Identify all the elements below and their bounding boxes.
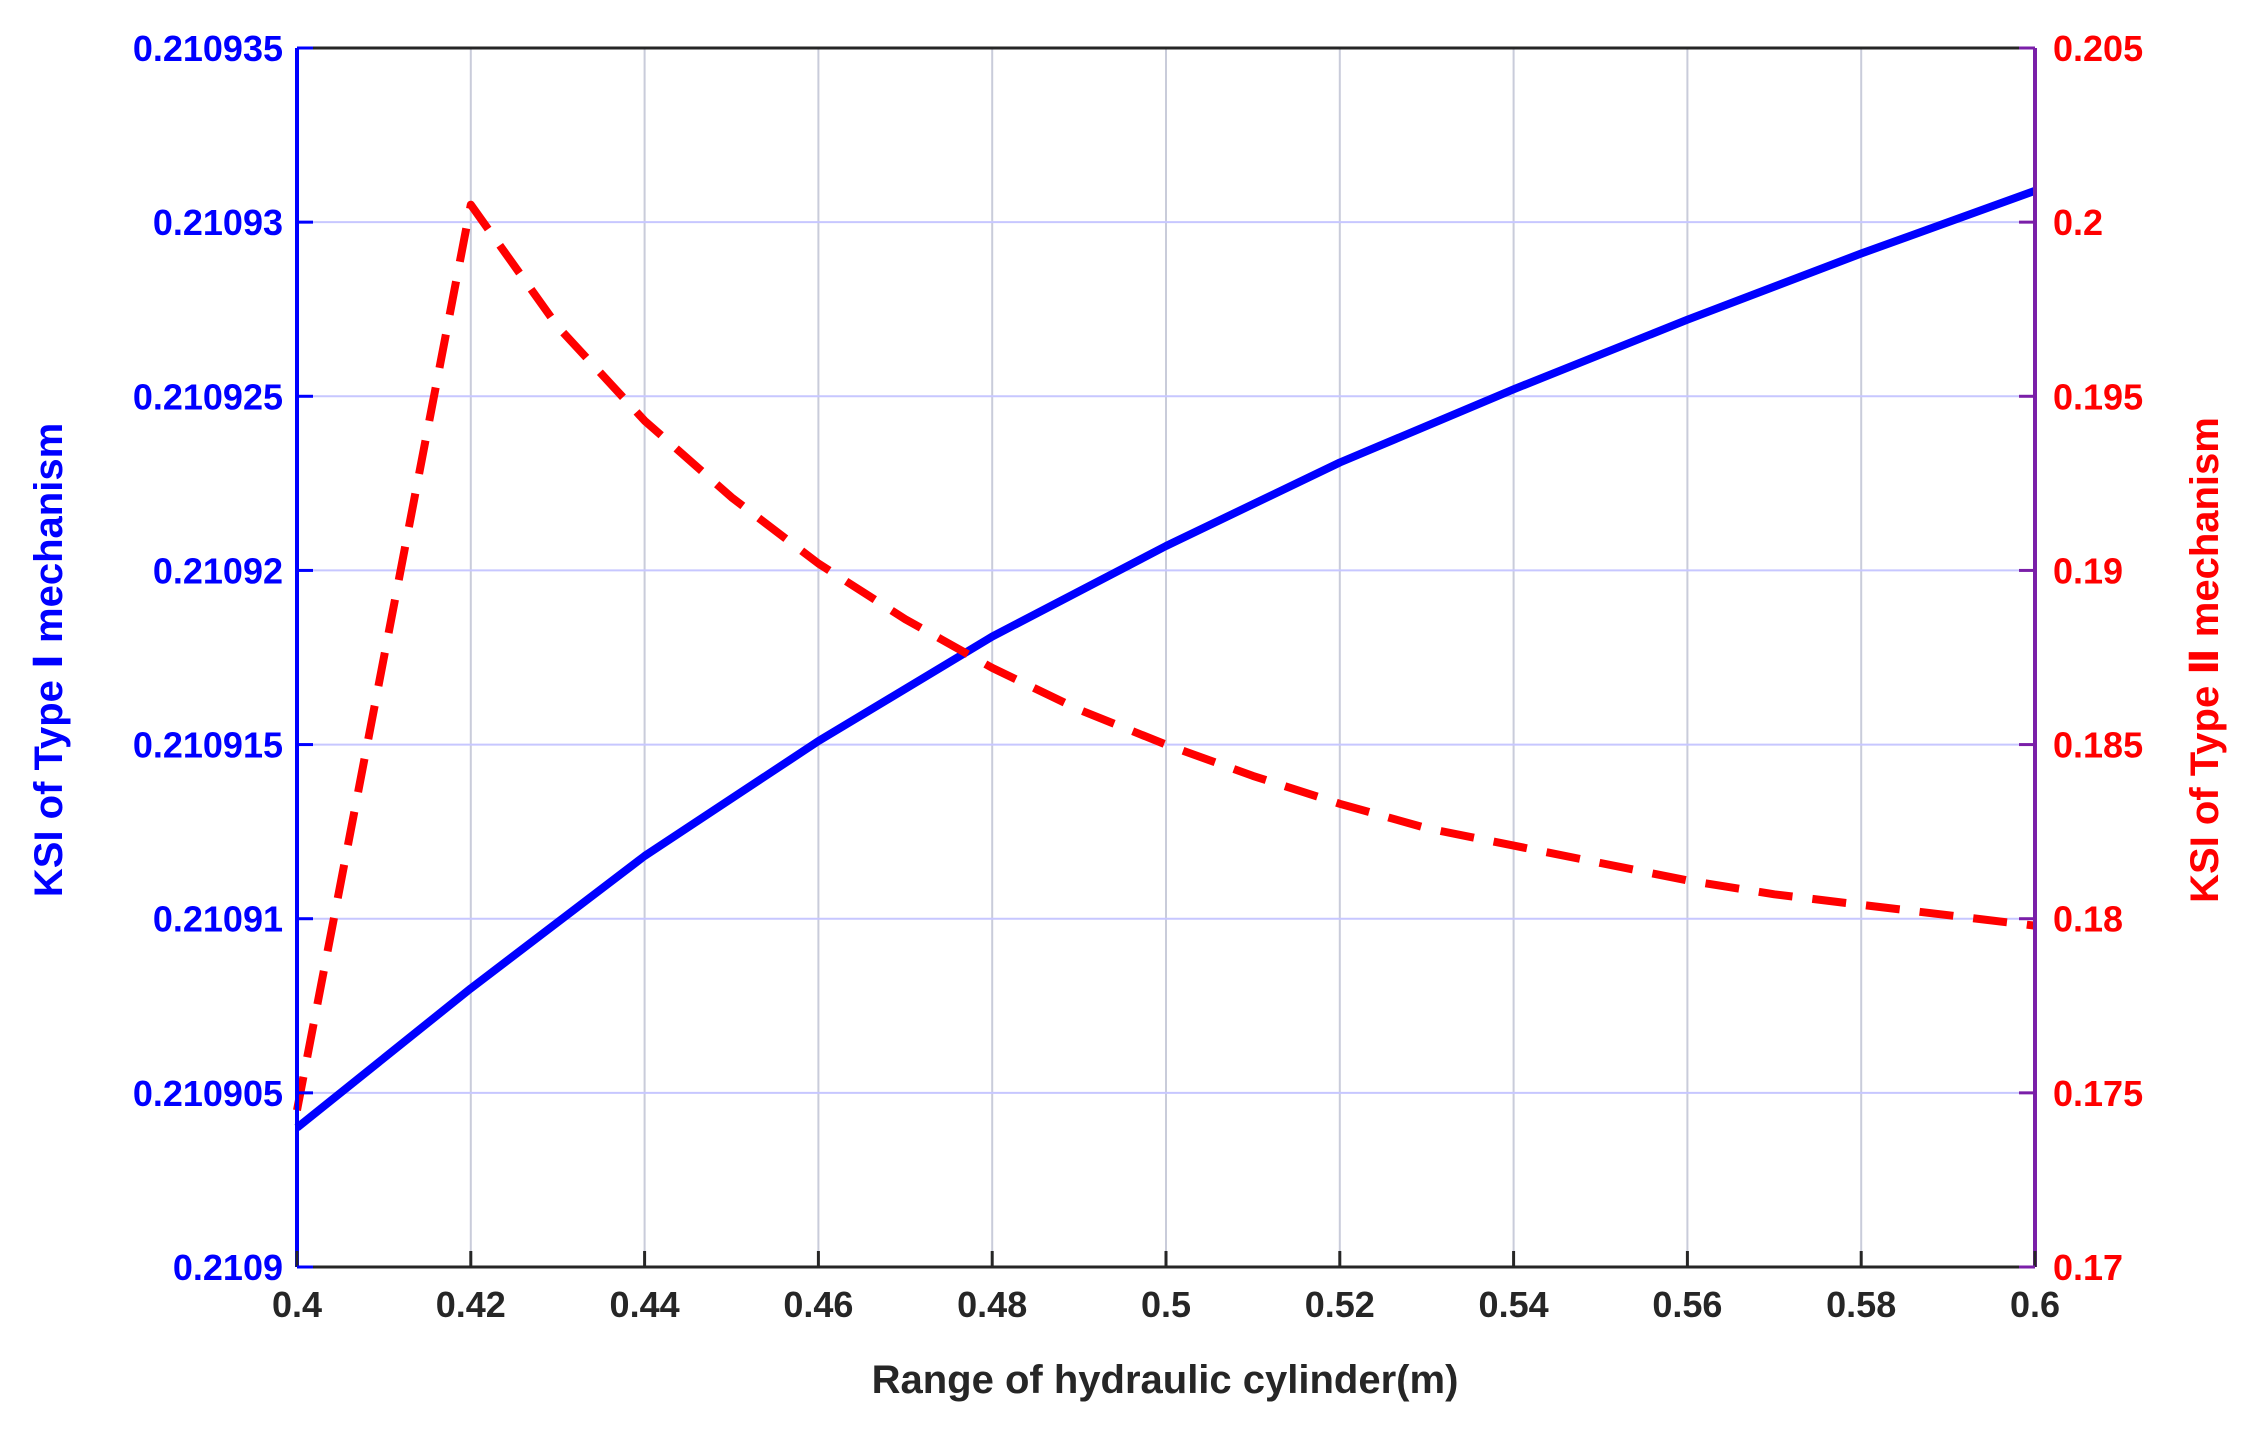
y-right-tick-label: 0.18 — [2053, 899, 2123, 940]
ticks: 0.4 0.42 0.44 0.46 0.48 0.5 0.52 0.54 0.56 0.58 0.… — [133, 28, 2143, 1325]
y-left-tick-label: 0.210905 — [133, 1073, 283, 1114]
y-left-tick-label: 0.21093 — [153, 202, 283, 243]
x-tick-label: 0.6 — [2010, 1284, 2060, 1325]
series-layer — [293, 187, 2037, 1131]
x-axis-label: Range of hydraulic cylinder(m) — [872, 1358, 1459, 1402]
y-left-tick-label: 0.210925 — [133, 376, 283, 417]
y-right-tick-label: 0.175 — [2053, 1073, 2143, 1114]
y-right-tick-label: 0.2 — [2053, 202, 2103, 243]
y-right-tick-label: 0.185 — [2053, 725, 2143, 766]
x-tick-label: 0.44 — [610, 1284, 680, 1325]
x-tick-label: 0.54 — [1479, 1284, 1549, 1325]
series-type-2-line — [293, 200, 2036, 1112]
x-tick-label: 0.46 — [783, 1284, 853, 1325]
x-tick-label: 0.58 — [1826, 1284, 1896, 1325]
y-right-tick-label: 0.205 — [2053, 28, 2143, 69]
y-right-tick-label: 0.195 — [2053, 376, 2143, 417]
x-tick-label: 0.4 — [272, 1284, 322, 1325]
y-axis-left-label: KSI of Type Ⅰ mechanism — [27, 423, 71, 897]
series-type-1-line — [294, 187, 2037, 1131]
y-left-tick-label: 0.210935 — [133, 28, 283, 69]
x-tick-label: 0.48 — [957, 1284, 1027, 1325]
x-tick-label: 0.42 — [436, 1284, 506, 1325]
x-tick-label: 0.52 — [1305, 1284, 1375, 1325]
y-left-tick-label: 0.21092 — [153, 550, 283, 591]
x-tick-label: 0.5 — [1141, 1284, 1191, 1325]
y-left-tick-label: 0.21091 — [153, 899, 283, 940]
x-tick-label: 0.56 — [1652, 1284, 1722, 1325]
y-left-tick-label: 0.210915 — [133, 725, 283, 766]
y-axis-right-label: KSI of Type Ⅱ mechanism — [2183, 417, 2227, 903]
y-right-tick-label: 0.19 — [2053, 550, 2123, 591]
grid — [297, 48, 2035, 1267]
y-left-tick-label: 0.2109 — [173, 1247, 283, 1288]
y-right-tick-label: 0.17 — [2053, 1247, 2123, 1288]
